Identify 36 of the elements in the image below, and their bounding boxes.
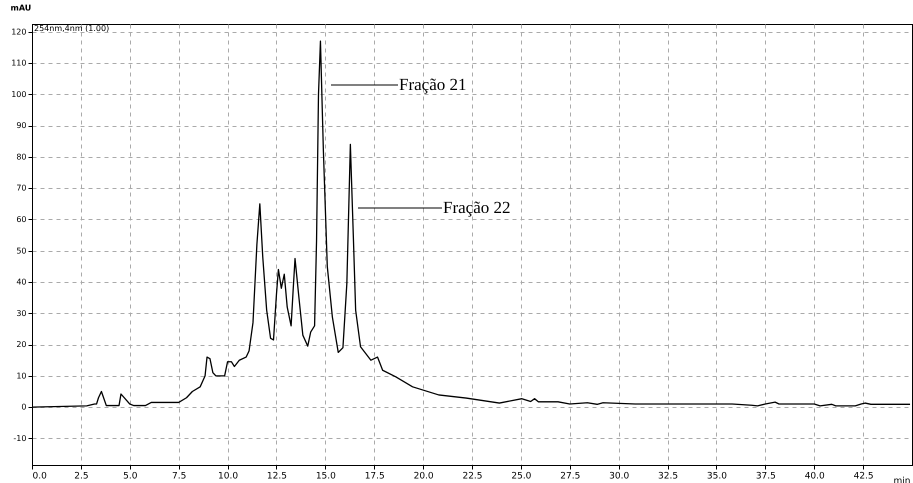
y-tick-label: 80 [16, 152, 26, 162]
x-tick-label: 22.5 [462, 472, 483, 482]
y-tick-label: 30 [16, 308, 26, 318]
x-tick-label: 30.0 [609, 472, 630, 482]
annotation: Fração 22 [443, 198, 511, 217]
y-tick-label: 50 [16, 246, 26, 256]
x-tick-label: 35.0 [706, 472, 728, 482]
x-tick-label: 40.0 [804, 472, 826, 482]
x-tick-label: 5.0 [123, 472, 138, 482]
x-tick-label: 20.0 [414, 472, 434, 482]
x-tick-label: 37.5 [756, 472, 776, 482]
y-tick-label: 20 [16, 340, 26, 350]
x-tick-label: 10.0 [218, 472, 238, 482]
x-tick-label: 7.5 [172, 472, 186, 482]
x-tick-label: 32.5 [658, 472, 678, 482]
x-tick-label: 17.5 [364, 472, 385, 482]
annotation: Fração 21 [399, 75, 467, 94]
y-axis-title: mAU [10, 4, 32, 12]
y-tick-label: -10 [13, 434, 26, 443]
y-tick-label: 120 [11, 27, 26, 36]
x-tick-label: 27.5 [560, 472, 580, 482]
y-tick-label: 110 [11, 58, 26, 68]
y-tick-label: 10 [16, 371, 26, 380]
x-tick-label: 25.0 [511, 472, 532, 482]
x-tick-label: 0.0 [32, 472, 48, 482]
y-tick-label: 40 [16, 278, 26, 287]
x-tick-label: 15.0 [316, 472, 336, 482]
y-tick-label: 0 [21, 402, 26, 412]
y-tick-label: 70 [16, 184, 26, 193]
annotation: 254nm,4nm (1.00) [34, 24, 110, 33]
x-tick-label: 12.5 [266, 472, 287, 482]
x-tick-label: 42.5 [854, 472, 874, 482]
x-tick-label: 2.5 [74, 472, 89, 482]
y-tick-label: 60 [16, 214, 26, 224]
y-tick-label: 100 [11, 90, 26, 99]
y-tick-label: 90 [16, 121, 26, 130]
